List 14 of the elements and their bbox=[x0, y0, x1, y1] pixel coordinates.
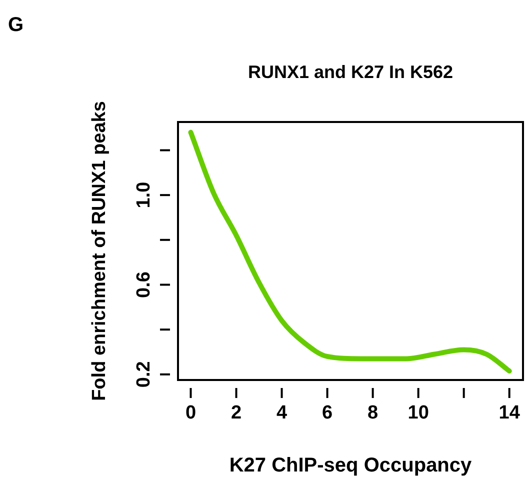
text: G bbox=[8, 14, 24, 37]
y-tick-label: 0.2 bbox=[134, 361, 155, 388]
x-tick-label: 6 bbox=[322, 402, 333, 424]
x-tick-label: 8 bbox=[368, 402, 378, 424]
x-axis-title: K27 ChIP-seq Occupancy bbox=[229, 454, 473, 477]
x-tick-label: 14 bbox=[498, 402, 520, 424]
chart-title: RUNX1 and K27 In K562 bbox=[248, 62, 454, 82]
x-tick-label: 4 bbox=[276, 402, 288, 424]
x-tick-label: 10 bbox=[408, 402, 429, 424]
y-tick-label: 1.0 bbox=[134, 182, 155, 208]
x-tick-label: 0 bbox=[185, 402, 196, 424]
y-axis-title: Fold enrichment of RUNX1 peaks bbox=[89, 101, 110, 401]
y-tick-label: 0.6 bbox=[134, 272, 155, 298]
x-tick-label: 2 bbox=[230, 402, 242, 424]
